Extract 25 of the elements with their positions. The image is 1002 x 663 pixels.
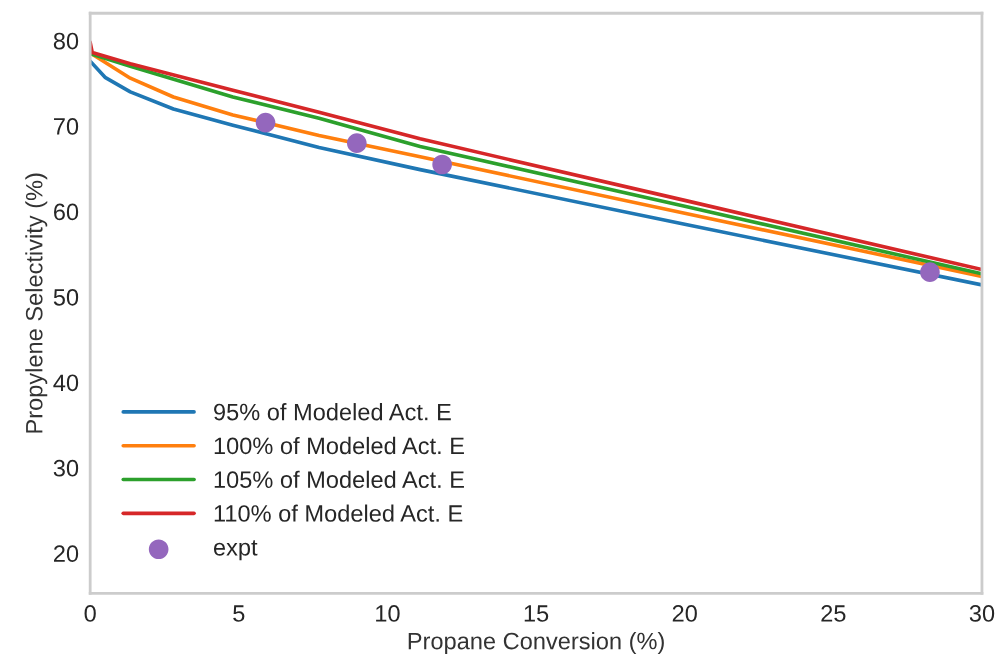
legend-label: 95% of Modeled Act. E [214,403,451,421]
legend-label: 110% of Modeled Act. E [214,504,463,522]
y-tick-label: 60 [54,203,79,221]
point [255,112,276,133]
legend-label: 105% of Modeled Act. E [214,470,464,489]
x-tick-label: 25 [821,605,846,622]
y-tick-label: 70 [54,118,79,135]
point [347,133,367,153]
y-axis-title: Propylene Selectivity (%) [25,173,48,433]
x-axis-title: Propane Conversion (%) [408,632,664,655]
y-tick-label: 20 [54,545,79,563]
legend-label: expt [213,540,258,561]
x-tick-label: 10 [376,605,400,622]
legend-label: 100% of Modeled Act. E [214,436,464,455]
x-tick-label: 0 [84,605,96,622]
y-tick-label: 40 [53,374,79,392]
x-tick-label: 30 [969,605,995,622]
x-tick-label: 5 [233,605,245,622]
y-tick-label: 50 [53,288,79,306]
point [432,154,452,175]
point [920,262,940,282]
x-tick-label: 15 [524,605,549,622]
y-tick-label: 30 [53,459,79,477]
x-tick-label: 20 [672,605,697,622]
y-tick-label: 80 [53,32,79,50]
